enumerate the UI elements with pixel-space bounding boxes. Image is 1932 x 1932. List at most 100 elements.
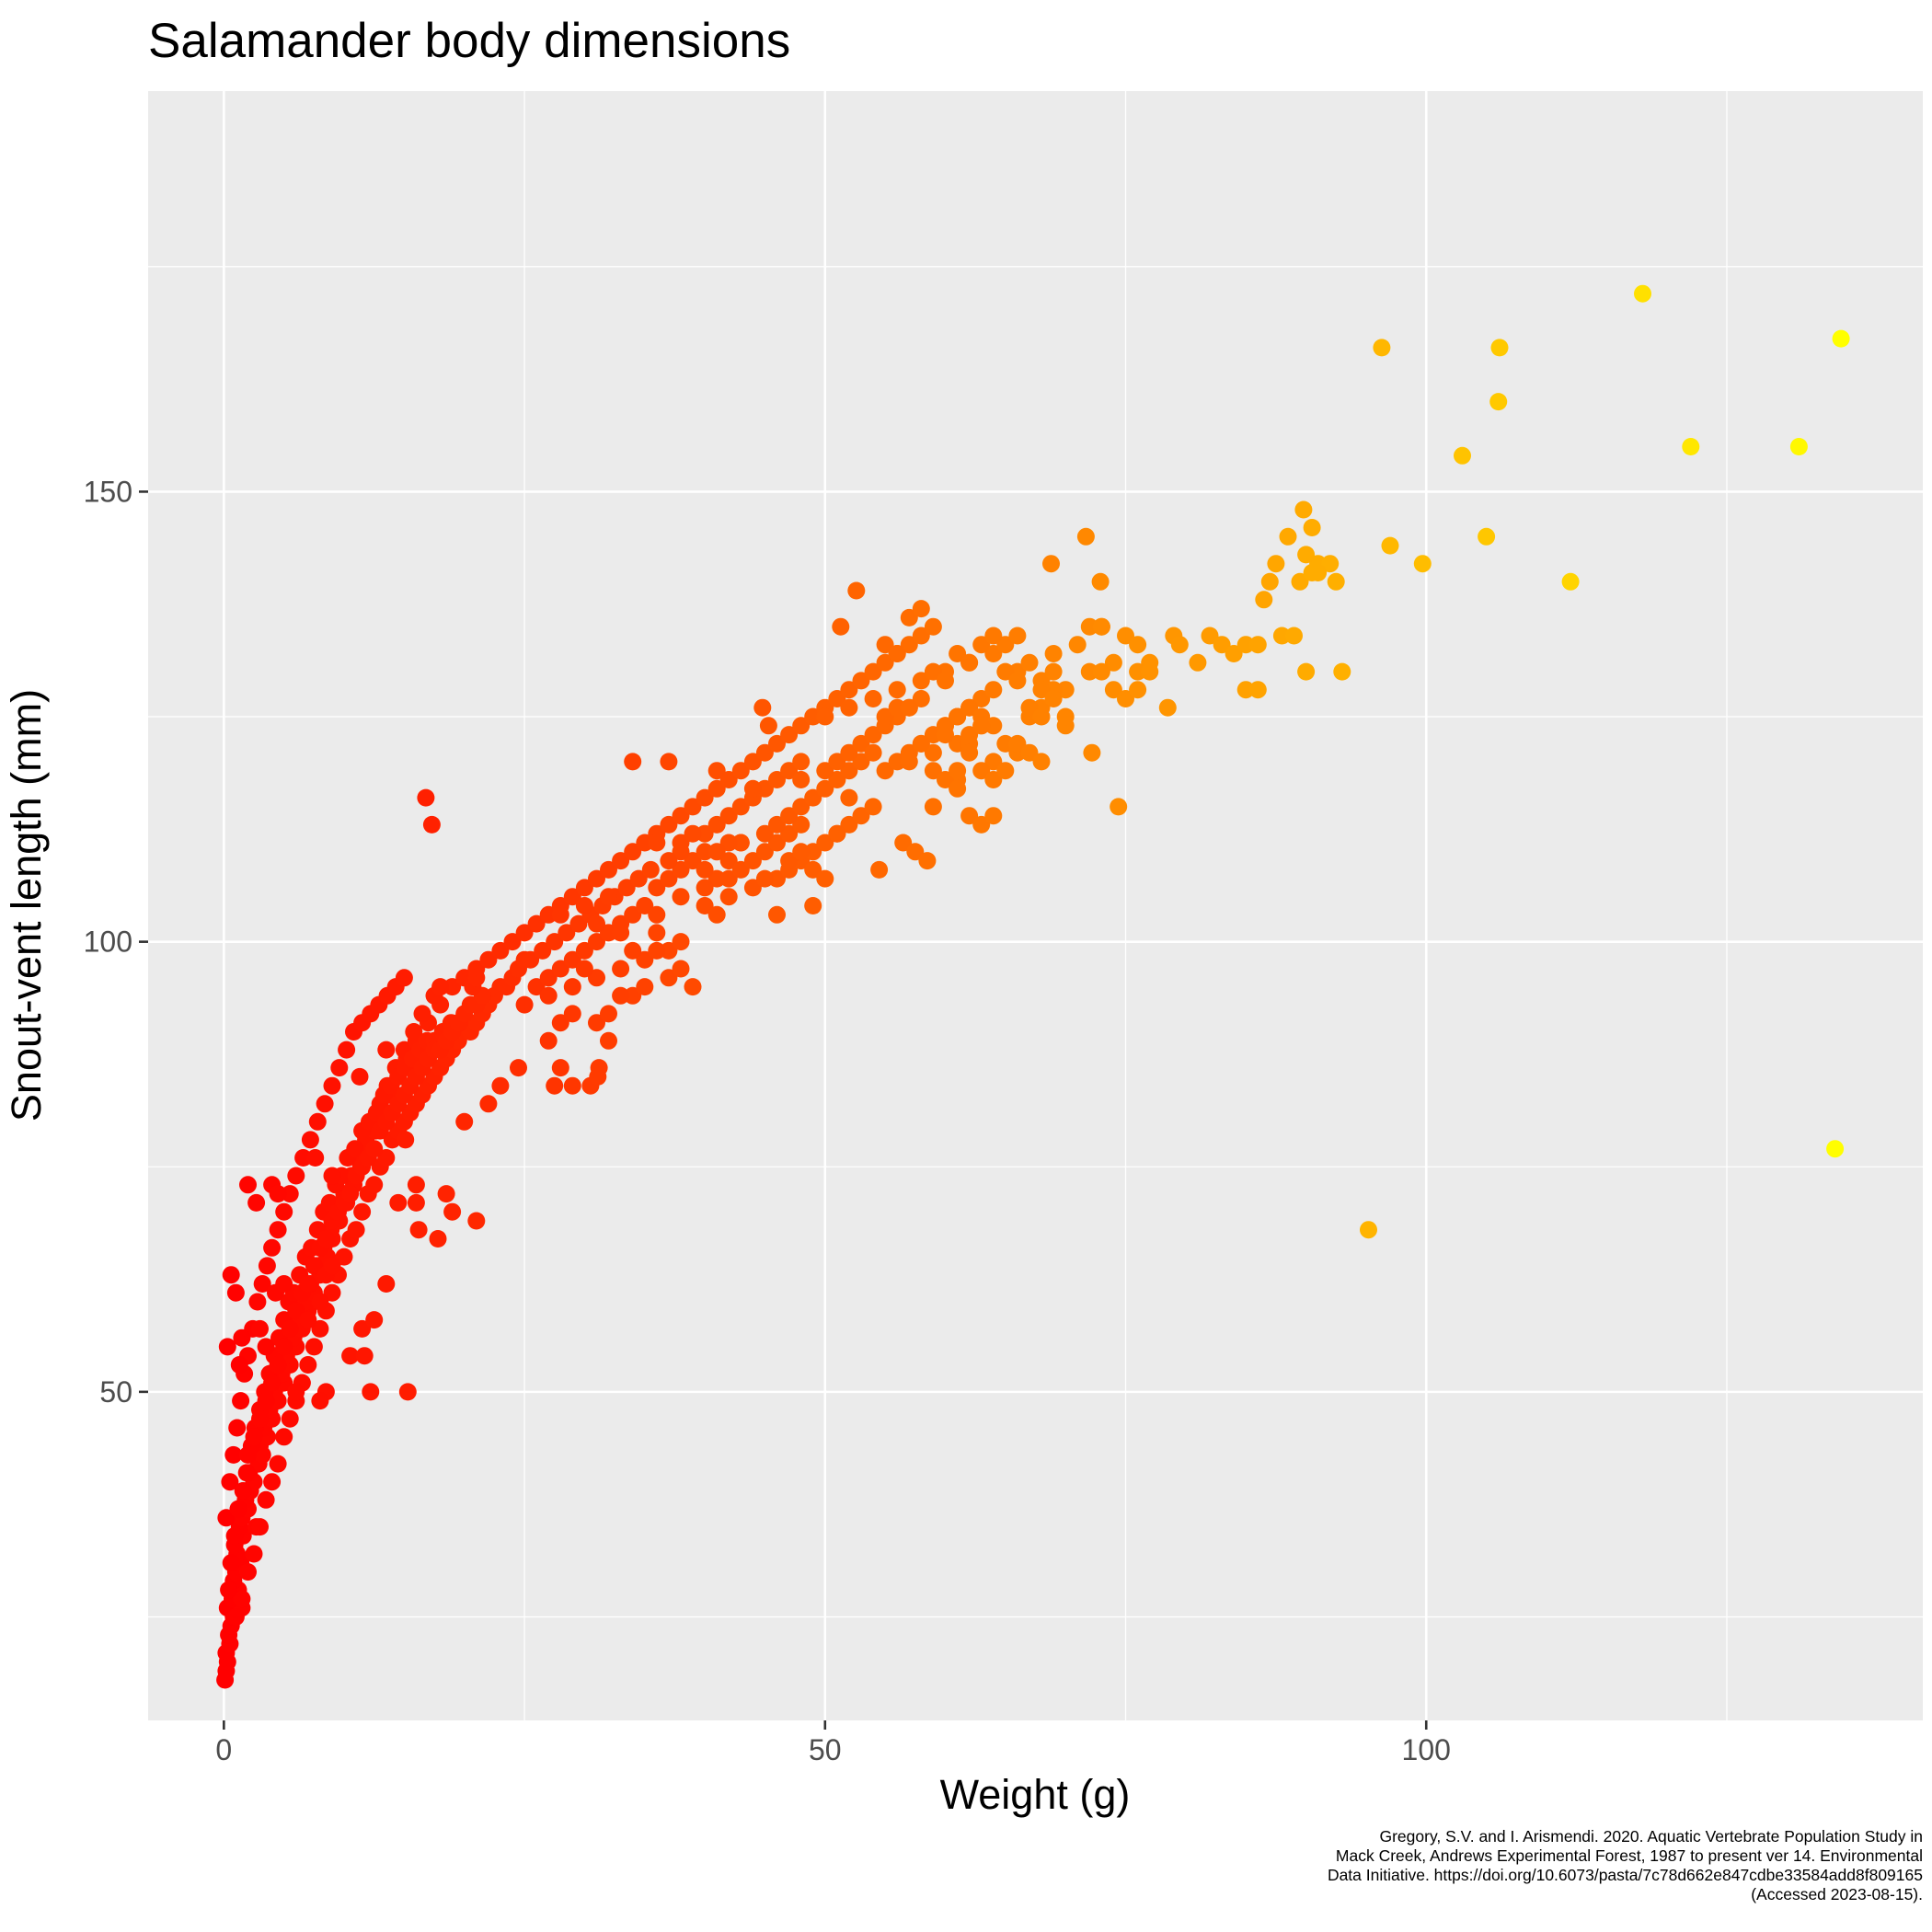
data-point xyxy=(575,879,593,897)
data-point xyxy=(840,743,858,762)
data-point xyxy=(780,807,799,825)
data-point xyxy=(707,843,726,861)
data-point xyxy=(263,1374,282,1392)
data-point xyxy=(407,1176,425,1194)
data-point xyxy=(600,1031,617,1050)
data-point xyxy=(1008,672,1027,690)
data-point xyxy=(792,753,811,771)
data-point xyxy=(1321,555,1340,573)
data-point xyxy=(949,645,967,662)
data-point xyxy=(1080,617,1098,636)
data-point xyxy=(247,1193,266,1212)
data-point xyxy=(479,950,498,969)
data-point xyxy=(251,1409,269,1428)
data-point xyxy=(226,1608,245,1626)
data-point xyxy=(1129,681,1147,699)
data-point xyxy=(960,743,979,762)
data-point xyxy=(575,941,593,960)
data-point xyxy=(828,771,846,788)
data-point xyxy=(1044,690,1063,707)
data-point xyxy=(222,1554,240,1572)
data-point xyxy=(672,933,690,951)
data-point xyxy=(648,834,666,852)
data-point xyxy=(924,726,942,744)
data-point xyxy=(575,897,593,914)
data-point xyxy=(515,995,534,1014)
data-point xyxy=(305,1257,323,1275)
data-point xyxy=(1478,527,1496,546)
data-point xyxy=(707,905,726,924)
data-point xyxy=(731,762,750,780)
data-point xyxy=(365,1176,384,1194)
data-point xyxy=(600,924,617,942)
data-point xyxy=(323,1076,341,1095)
data-point xyxy=(251,1319,269,1338)
data-point xyxy=(840,815,858,834)
data-point xyxy=(912,690,930,707)
data-point xyxy=(1044,662,1063,681)
data-point xyxy=(759,717,777,735)
data-point xyxy=(864,726,882,744)
data-point xyxy=(305,1338,323,1356)
data-point xyxy=(563,888,581,906)
data-point xyxy=(924,662,942,681)
data-point xyxy=(816,779,834,798)
data-point xyxy=(768,771,786,788)
data-point xyxy=(351,1067,369,1086)
data-point xyxy=(707,869,726,888)
data-point xyxy=(996,762,1015,780)
data-point xyxy=(864,662,882,681)
x-tick-label: 100 xyxy=(1402,1733,1451,1766)
data-point xyxy=(743,879,762,897)
data-point xyxy=(755,779,774,798)
data-point xyxy=(1091,572,1110,591)
data-point xyxy=(1789,438,1808,455)
data-point xyxy=(792,815,811,834)
caption-line: Gregory, S.V. and I. Arismendi. 2020. Aq… xyxy=(1379,1827,1923,1846)
data-point xyxy=(840,681,858,699)
data-point xyxy=(876,636,894,654)
data-point xyxy=(648,879,666,897)
data-point xyxy=(840,788,858,807)
data-point xyxy=(1201,627,1219,645)
data-point xyxy=(949,707,967,726)
data-point xyxy=(1381,536,1399,555)
data-point xyxy=(719,852,738,870)
data-point xyxy=(589,1067,607,1086)
data-point xyxy=(731,798,750,816)
data-point xyxy=(539,969,558,987)
data-point xyxy=(912,600,930,618)
data-point xyxy=(755,843,774,861)
data-point xyxy=(660,753,678,771)
data-point xyxy=(1092,617,1110,636)
data-point xyxy=(355,1347,374,1365)
data-point xyxy=(648,924,666,942)
data-point xyxy=(648,941,666,960)
data-point xyxy=(245,1545,263,1563)
data-point xyxy=(972,690,991,707)
data-point xyxy=(792,771,811,788)
data-point xyxy=(641,860,660,879)
data-point xyxy=(588,969,605,987)
data-point xyxy=(840,698,858,717)
data-point xyxy=(852,672,870,690)
data-point xyxy=(918,852,937,870)
data-point xyxy=(398,1383,417,1401)
data-point xyxy=(743,753,762,771)
data-point xyxy=(377,1041,396,1059)
data-point xyxy=(1682,438,1700,455)
data-point xyxy=(972,636,991,654)
data-point xyxy=(696,788,714,807)
data-point xyxy=(253,1275,271,1293)
data-point xyxy=(1248,636,1267,654)
data-point xyxy=(1260,572,1279,591)
data-point xyxy=(937,717,954,735)
data-point xyxy=(1141,662,1159,681)
data-point xyxy=(894,834,913,852)
caption-line: Mack Creek, Andrews Experimental Forest,… xyxy=(1336,1846,1923,1865)
data-point xyxy=(1092,662,1110,681)
data-point xyxy=(1294,500,1313,519)
data-point xyxy=(308,1112,327,1131)
data-point xyxy=(1561,572,1580,591)
data-point xyxy=(239,1445,257,1464)
